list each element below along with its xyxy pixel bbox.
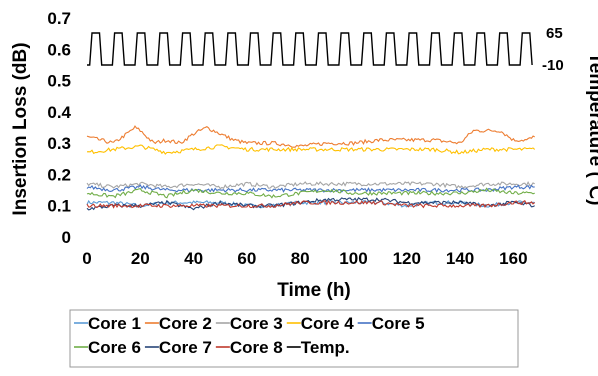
legend: Core 1 Core 2 Core 3 Core 4 Core 5 Core 6 Core… [74, 314, 425, 357]
legend-label-core-1: Core 1 [88, 314, 141, 333]
legend-label-core-5: Core 5 [372, 314, 425, 333]
series-line-core-5 [86, 184, 535, 194]
y-tick-label: 0.2 [47, 165, 71, 184]
plot-area [86, 32, 536, 211]
y-tick-label: 0.4 [47, 103, 71, 122]
legend-label-core-6: Core 6 [88, 338, 141, 357]
legend-label-core-2: Core 2 [159, 314, 212, 333]
x-tick-label: 40 [184, 249, 203, 268]
legend-box [69, 309, 519, 368]
x-tick-label: 60 [237, 249, 256, 268]
x-tick-label: 120 [393, 249, 421, 268]
y-tick-label: 0.7 [47, 9, 71, 28]
x-tick-label: 100 [339, 249, 367, 268]
y-tick-label: 0.5 [47, 72, 71, 91]
x-tick-label: 20 [131, 249, 150, 268]
y-tick-label: 0.3 [47, 134, 71, 153]
legend-label-core-3: Core 3 [230, 314, 283, 333]
y-tick-label: 0.6 [47, 40, 71, 59]
y-axis-label: Insertion Loss (dB) [10, 42, 31, 215]
x-axis-label: Time (h) [277, 280, 351, 301]
x-axis-ticks: 0 20 40 60 80 100 120 140 160 [82, 249, 527, 268]
y-tick-label: 0 [62, 228, 71, 247]
y2-axis-label: Temperature (℃) [585, 53, 598, 206]
x-tick-label: 140 [446, 249, 474, 268]
series-line-core-4 [86, 144, 536, 155]
legend-label-temp-: Temp. [301, 338, 350, 357]
y2-tick-label: -10 [542, 57, 564, 74]
x-tick-label: 160 [499, 249, 527, 268]
series-line-core-8 [86, 199, 536, 209]
series-line-core-3 [86, 180, 535, 190]
x-tick-label: 0 [82, 249, 91, 268]
legend-label-core-8: Core 8 [230, 338, 283, 357]
y2-axis-ticks: 65 -10 [542, 25, 564, 74]
legend-label-core-4: Core 4 [301, 314, 354, 333]
legend-label-core-7: Core 7 [159, 338, 212, 357]
y-tick-label: 0.1 [47, 197, 71, 216]
series-line-core-2 [86, 125, 535, 148]
series-line-core-6 [86, 187, 535, 199]
y2-tick-label: 65 [546, 25, 563, 42]
x-tick-label: 80 [291, 249, 310, 268]
series-line-temp [87, 32, 533, 66]
series-line-core-7 [86, 196, 535, 211]
y-axis-ticks: 0 0.1 0.2 0.3 0.4 0.5 0.6 0.7 [47, 9, 71, 247]
